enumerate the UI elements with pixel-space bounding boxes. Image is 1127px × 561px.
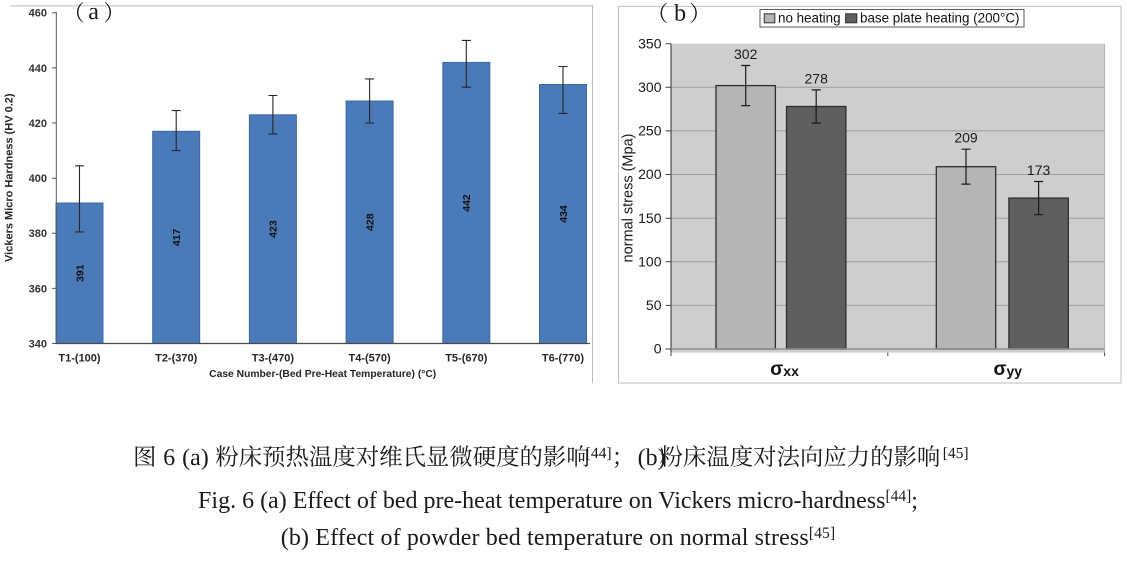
svg-text:200: 200: [638, 166, 662, 182]
svg-text:278: 278: [805, 70, 829, 86]
svg-text:250: 250: [638, 123, 662, 139]
svg-text:340: 340: [29, 338, 47, 350]
svg-text:380: 380: [29, 228, 47, 240]
svg-text:428: 428: [364, 213, 376, 231]
svg-text:σxx: σxx: [770, 359, 799, 380]
svg-text:Case Number-(Bed Pre-Heat Temp: Case Number-(Bed Pre-Heat Temperature) (…: [209, 369, 436, 380]
svg-text:300: 300: [638, 79, 662, 95]
svg-text:normal stress (Mpa): normal stress (Mpa): [621, 134, 637, 263]
svg-text:(b) Effect of powder bed tempe: (b) Effect of powder bed temperature on …: [281, 525, 836, 551]
svg-text:Fig. 6 (a) Effect of bed pre-h: Fig. 6 (a) Effect of bed pre-heat temper…: [198, 488, 918, 514]
svg-text:σyy: σyy: [994, 359, 1023, 380]
svg-text:440: 440: [29, 63, 47, 75]
svg-text:391: 391: [74, 264, 86, 282]
svg-text:150: 150: [638, 210, 662, 226]
svg-text:50: 50: [646, 297, 662, 313]
svg-text:T4-(570): T4-(570): [349, 353, 392, 365]
svg-text:209: 209: [954, 130, 978, 146]
svg-text:no heating: no heating: [778, 10, 841, 25]
svg-text:442: 442: [461, 194, 473, 212]
svg-text:T1-(100): T1-(100): [58, 353, 101, 365]
svg-text:Vickers Micro Hardness (HV 0.2: Vickers Micro Hardness (HV 0.2): [4, 93, 16, 262]
svg-text:420: 420: [29, 118, 47, 130]
svg-text:434: 434: [558, 205, 570, 223]
svg-text:302: 302: [734, 46, 758, 62]
svg-text:360: 360: [29, 283, 47, 295]
svg-text:T5-(670): T5-(670): [445, 353, 488, 365]
svg-text:417: 417: [171, 228, 183, 246]
svg-text:100: 100: [638, 253, 662, 269]
svg-text:350: 350: [638, 35, 662, 51]
svg-text:0: 0: [654, 341, 662, 357]
svg-text:base plate heating (200°C): base plate heating (200°C): [860, 10, 1019, 25]
svg-text:460: 460: [29, 8, 47, 20]
svg-text:T2-(370): T2-(370): [155, 353, 198, 365]
svg-text:423: 423: [268, 220, 280, 238]
svg-text:400: 400: [29, 173, 47, 185]
svg-text:173: 173: [1027, 162, 1051, 178]
svg-text:T6-(770): T6-(770): [542, 353, 585, 365]
svg-text:T3-(470): T3-(470): [252, 353, 295, 365]
